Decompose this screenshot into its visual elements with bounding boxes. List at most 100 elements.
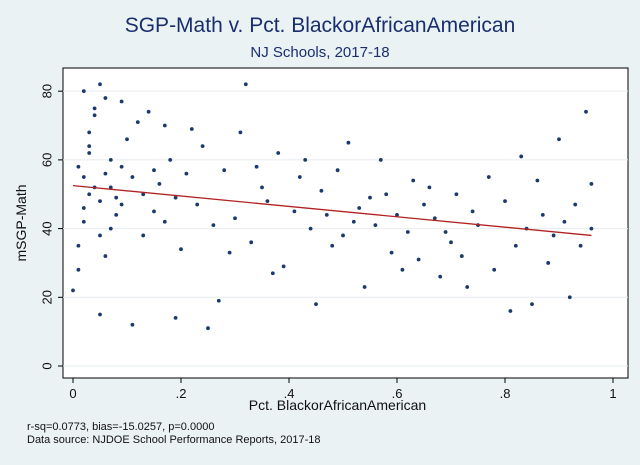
data-point	[173, 195, 178, 200]
data-point	[200, 144, 205, 149]
data-point	[368, 195, 372, 200]
data-point	[119, 202, 124, 207]
x-tick-label: 1	[609, 386, 616, 401]
data-point	[449, 240, 453, 245]
data-point	[438, 274, 443, 279]
data-point	[184, 171, 189, 176]
data-point	[238, 130, 243, 135]
x-tick-label: .2	[176, 386, 187, 401]
data-point	[427, 185, 432, 190]
data-point	[378, 157, 383, 162]
data-point	[92, 113, 97, 118]
data-point	[76, 267, 81, 272]
data-point	[557, 137, 561, 142]
data-point	[130, 175, 135, 179]
data-point	[81, 219, 86, 224]
data-point	[98, 199, 102, 204]
data-point	[81, 89, 86, 94]
y-tick-label: 40	[39, 221, 54, 235]
x-tick-label: 0	[69, 386, 76, 401]
data-point	[162, 219, 167, 224]
data-point	[103, 96, 108, 100]
data-point	[551, 233, 556, 238]
x-tick-label: .6	[392, 386, 403, 401]
y-tick-label: 80	[39, 84, 54, 98]
y-tick-label: 20	[39, 290, 54, 304]
data-point	[519, 154, 524, 159]
data-point	[265, 199, 270, 204]
data-point	[119, 164, 124, 169]
data-point	[578, 243, 583, 248]
y-axis-title: mSGP-Math	[13, 184, 29, 261]
y-tick-label: 0	[39, 362, 54, 369]
data-point	[98, 312, 102, 317]
data-point	[373, 223, 378, 228]
data-point	[416, 257, 421, 262]
data-point	[157, 182, 162, 186]
data-point	[405, 230, 410, 234]
chart-title: SGP-Math v. Pct. BlackorAfricanAmerican	[124, 14, 516, 37]
data-point	[297, 175, 302, 179]
data-point	[141, 233, 146, 238]
fit-line	[72, 185, 592, 237]
data-point	[81, 206, 86, 210]
data-point	[454, 192, 459, 197]
data-point	[346, 140, 351, 145]
y-tick-label: 60	[39, 153, 54, 167]
source-footnote: Data source: NJDOE School Performance Re…	[27, 434, 321, 446]
data-point	[276, 151, 281, 155]
data-point	[357, 206, 362, 210]
data-point	[152, 209, 156, 214]
data-point	[351, 219, 356, 224]
data-point	[103, 254, 108, 258]
data-point	[98, 233, 102, 238]
data-point	[98, 82, 102, 87]
data-point	[314, 302, 318, 307]
data-point	[319, 188, 324, 193]
data-point	[114, 195, 119, 200]
data-point	[254, 164, 259, 169]
data-point	[513, 243, 518, 248]
data-point	[108, 185, 113, 190]
data-point	[341, 233, 345, 238]
data-point	[108, 226, 113, 231]
data-point	[589, 182, 594, 186]
data-point	[411, 178, 416, 183]
data-point	[125, 137, 129, 142]
data-point	[335, 168, 340, 173]
stats-footnote: r-sq=0.0773, bias=-15.0257, p=0.0000	[27, 421, 215, 433]
chart-subtitle: NJ Schools, 2017-18	[250, 44, 390, 61]
data-point	[173, 316, 178, 320]
data-point	[508, 309, 513, 313]
data-point	[503, 199, 507, 204]
data-point	[135, 120, 140, 124]
data-point	[146, 109, 151, 114]
data-point	[465, 285, 470, 289]
data-point	[141, 192, 146, 197]
data-point	[324, 212, 329, 217]
data-point	[530, 302, 534, 307]
data-point	[589, 226, 594, 231]
data-point	[330, 243, 335, 248]
data-point	[76, 164, 81, 169]
data-point	[395, 212, 399, 217]
data-point	[227, 250, 232, 255]
data-point	[540, 212, 545, 217]
x-tick-label: .4	[284, 386, 295, 401]
data-point	[362, 285, 367, 289]
data-point	[233, 216, 237, 221]
data-point	[81, 175, 86, 179]
data-point	[189, 127, 194, 131]
data-point	[76, 243, 81, 248]
data-point	[567, 295, 572, 300]
data-point	[92, 106, 97, 111]
data-point	[432, 216, 437, 221]
data-point	[308, 226, 313, 231]
data-point	[162, 123, 167, 128]
data-point	[211, 223, 216, 228]
data-point	[87, 151, 92, 155]
data-point	[492, 267, 497, 272]
data-point	[108, 157, 113, 162]
data-point	[152, 168, 156, 173]
